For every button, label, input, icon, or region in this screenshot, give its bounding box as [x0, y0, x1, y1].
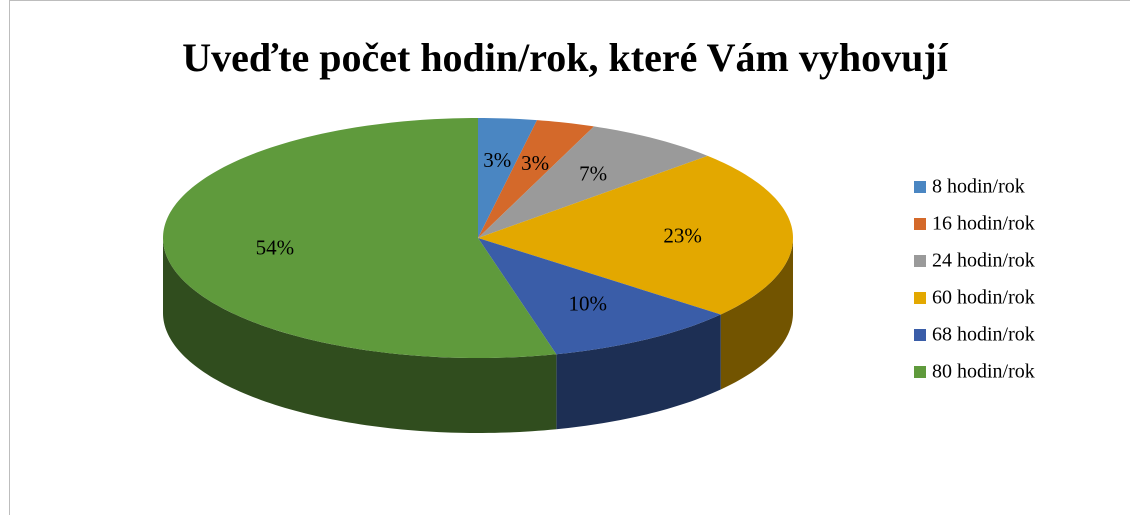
- legend-swatch: [914, 218, 926, 230]
- legend-swatch: [914, 255, 926, 267]
- data-label: 10%: [568, 292, 607, 316]
- legend-label: 16 hodin/rok: [932, 213, 1035, 235]
- data-label: 3%: [483, 148, 511, 172]
- legend-label: 80 hodin/rok: [932, 361, 1035, 383]
- legend-swatch: [914, 181, 926, 193]
- pie-slice: [478, 120, 594, 238]
- data-label: 23%: [663, 223, 702, 247]
- pie-slice: [478, 118, 538, 238]
- legend-label: 68 hodin/rok: [932, 324, 1035, 346]
- chart-title: Uveďte počet hodin/rok, které Vám vyhovu…: [182, 35, 948, 80]
- legend-swatch: [914, 329, 926, 341]
- legend-label: 8 hodin/rok: [932, 176, 1025, 198]
- pie-side: [720, 238, 793, 390]
- data-label: 7%: [579, 161, 607, 185]
- pie-tops: [163, 118, 793, 358]
- chart-frame: [9, 0, 1130, 515]
- data-label: 3%: [521, 151, 549, 175]
- legend-label: 24 hodin/rok: [932, 250, 1035, 272]
- pie-slice: [478, 155, 793, 315]
- data-label: 54%: [256, 236, 295, 260]
- pie-side: [163, 238, 557, 433]
- pie-slice: [163, 118, 557, 358]
- legend-label: 60 hodin/rok: [932, 287, 1035, 309]
- pie-side: [556, 314, 721, 430]
- pie-sides: [163, 238, 793, 433]
- legend-swatch: [914, 366, 926, 378]
- legend-swatch: [914, 292, 926, 304]
- pie-slice: [478, 238, 721, 355]
- pie-slice: [478, 126, 708, 238]
